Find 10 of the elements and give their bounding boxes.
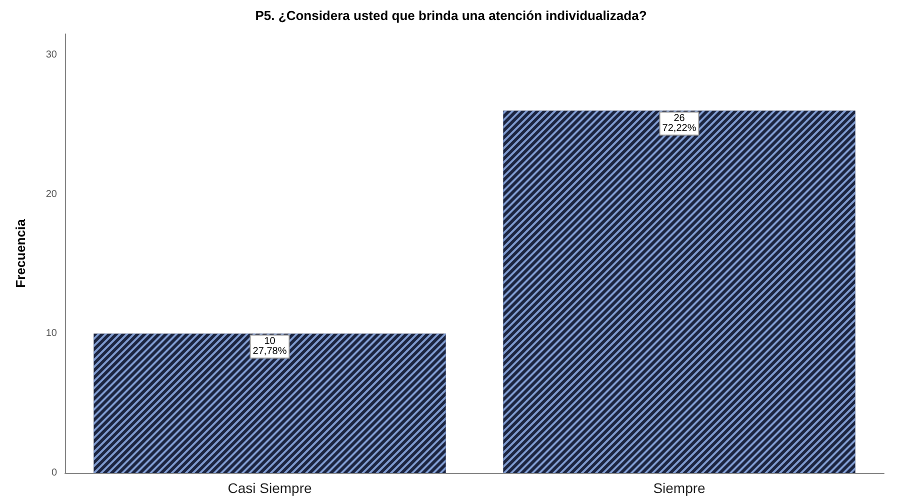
x-tick-label: Siempre bbox=[653, 480, 706, 496]
y-tick-label: 20 bbox=[46, 188, 58, 200]
y-tick-label: 30 bbox=[46, 49, 58, 60]
data-label: 10 27,78% bbox=[252, 336, 287, 358]
x-tick-label: Casi Siempre bbox=[228, 480, 312, 496]
y-tick-label: 10 bbox=[46, 328, 58, 340]
data-label: 26 72,22% bbox=[662, 113, 696, 134]
y-tick-label: 0 bbox=[51, 468, 58, 478]
y-axis-title: Frecuencia bbox=[13, 218, 28, 288]
chart-title: P5. ¿Considera usted que brinda una atención individualizada? bbox=[255, 8, 647, 23]
